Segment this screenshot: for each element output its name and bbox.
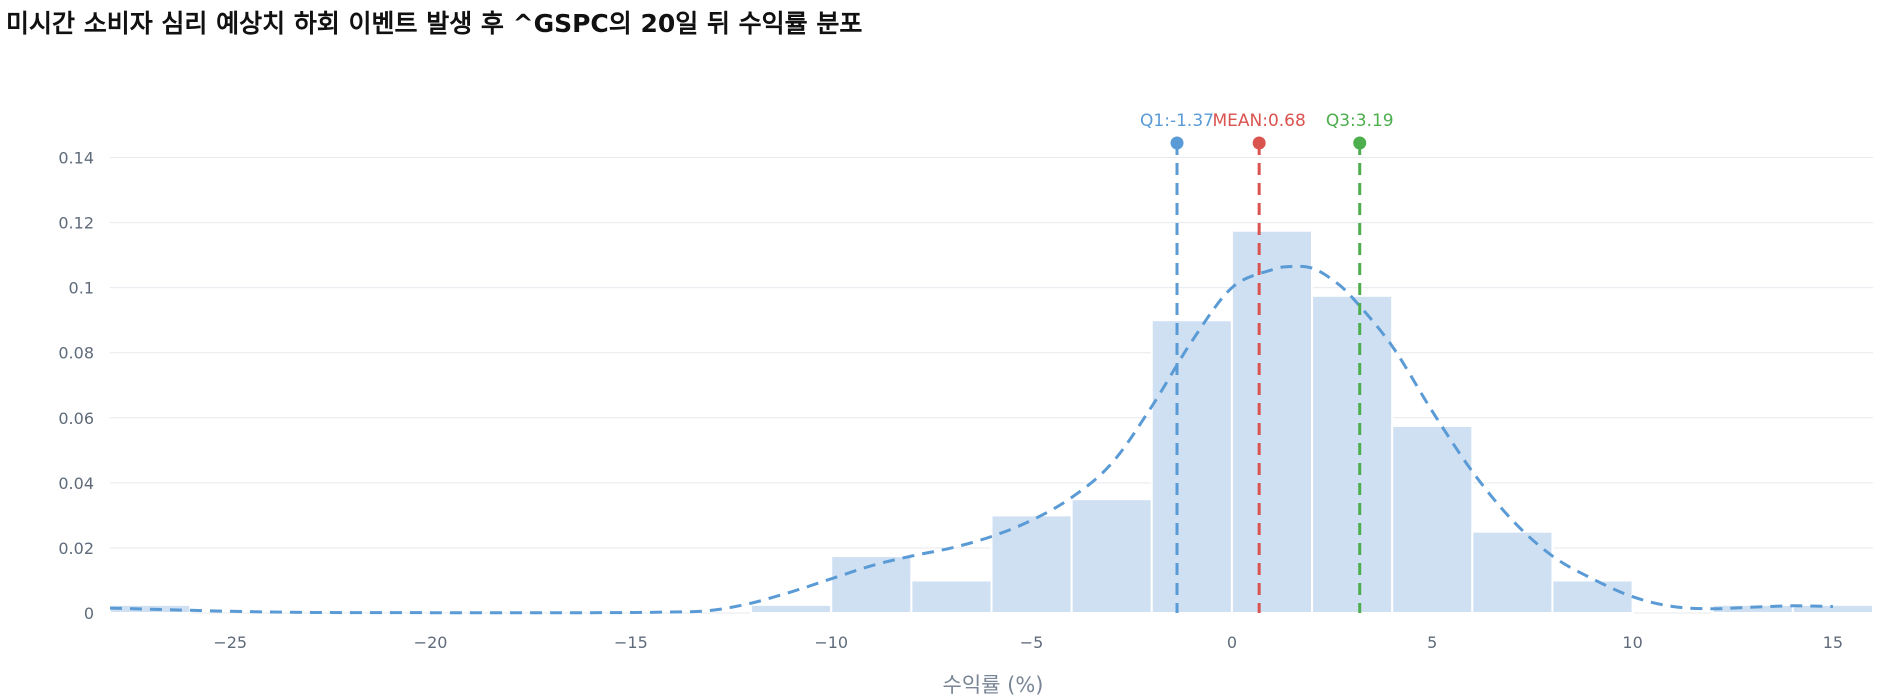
histogram-bar: [1391, 424, 1474, 614]
marker-dot: [1252, 136, 1266, 150]
kde-curve-layer: [109, 264, 1833, 615]
marker-label: Q1:-1.37: [1140, 111, 1214, 131]
y-tick-label: 0.08: [58, 344, 94, 363]
x-tick-label: 10: [1622, 633, 1642, 652]
histogram-bar: [990, 514, 1073, 615]
histogram-bar: [750, 603, 833, 614]
histogram-bar: [1791, 603, 1875, 614]
marker-dot: [1353, 136, 1367, 150]
marker-label: MEAN:0.68: [1212, 111, 1305, 131]
x-tick-label: 0: [1227, 633, 1237, 652]
y-tick-label: 0.02: [58, 539, 94, 558]
marker-label: Q3:3.19: [1326, 111, 1394, 131]
histogram-bar: [1551, 579, 1634, 615]
x-tick-label: −15: [614, 633, 648, 652]
x-tick-label: −5: [1020, 633, 1044, 652]
x-tick-label: −25: [213, 633, 247, 652]
chart-title: 미시간 소비자 심리 예상치 하회 이벤트 발생 후 ^GSPC의 20일 뒤 …: [6, 9, 863, 38]
y-tick-label: 0: [84, 604, 94, 623]
histogram-bar: [1311, 294, 1394, 614]
kde-curve: [109, 264, 1833, 615]
x-tick-label: −20: [414, 633, 448, 652]
y-tick-label: 0.14: [58, 149, 94, 168]
x-axis-label: 수익률 (%): [943, 673, 1044, 697]
marker-dot: [1170, 136, 1184, 150]
histogram-bar: [1070, 498, 1153, 614]
y-tick-label: 0.06: [58, 409, 94, 428]
y-axis-ticks: 0 0.02 0.04 0.06 0.08 0.1 0.12 0.14: [58, 149, 94, 623]
x-tick-label: 15: [1823, 633, 1843, 652]
x-tick-label: 5: [1427, 633, 1437, 652]
y-tick-label: 0.1: [69, 279, 94, 298]
x-axis-ticks: −25 −20 −15 −10 −5 0 5 10 15: [213, 633, 1843, 652]
histogram-bar: [1150, 319, 1233, 614]
histogram-bar: [1230, 229, 1314, 614]
y-tick-label: 0.04: [58, 474, 94, 493]
y-tick-label: 0.12: [58, 214, 94, 233]
x-tick-label: −10: [814, 633, 848, 652]
histogram-bar: [1471, 530, 1554, 615]
histogram-bar: [910, 579, 993, 615]
